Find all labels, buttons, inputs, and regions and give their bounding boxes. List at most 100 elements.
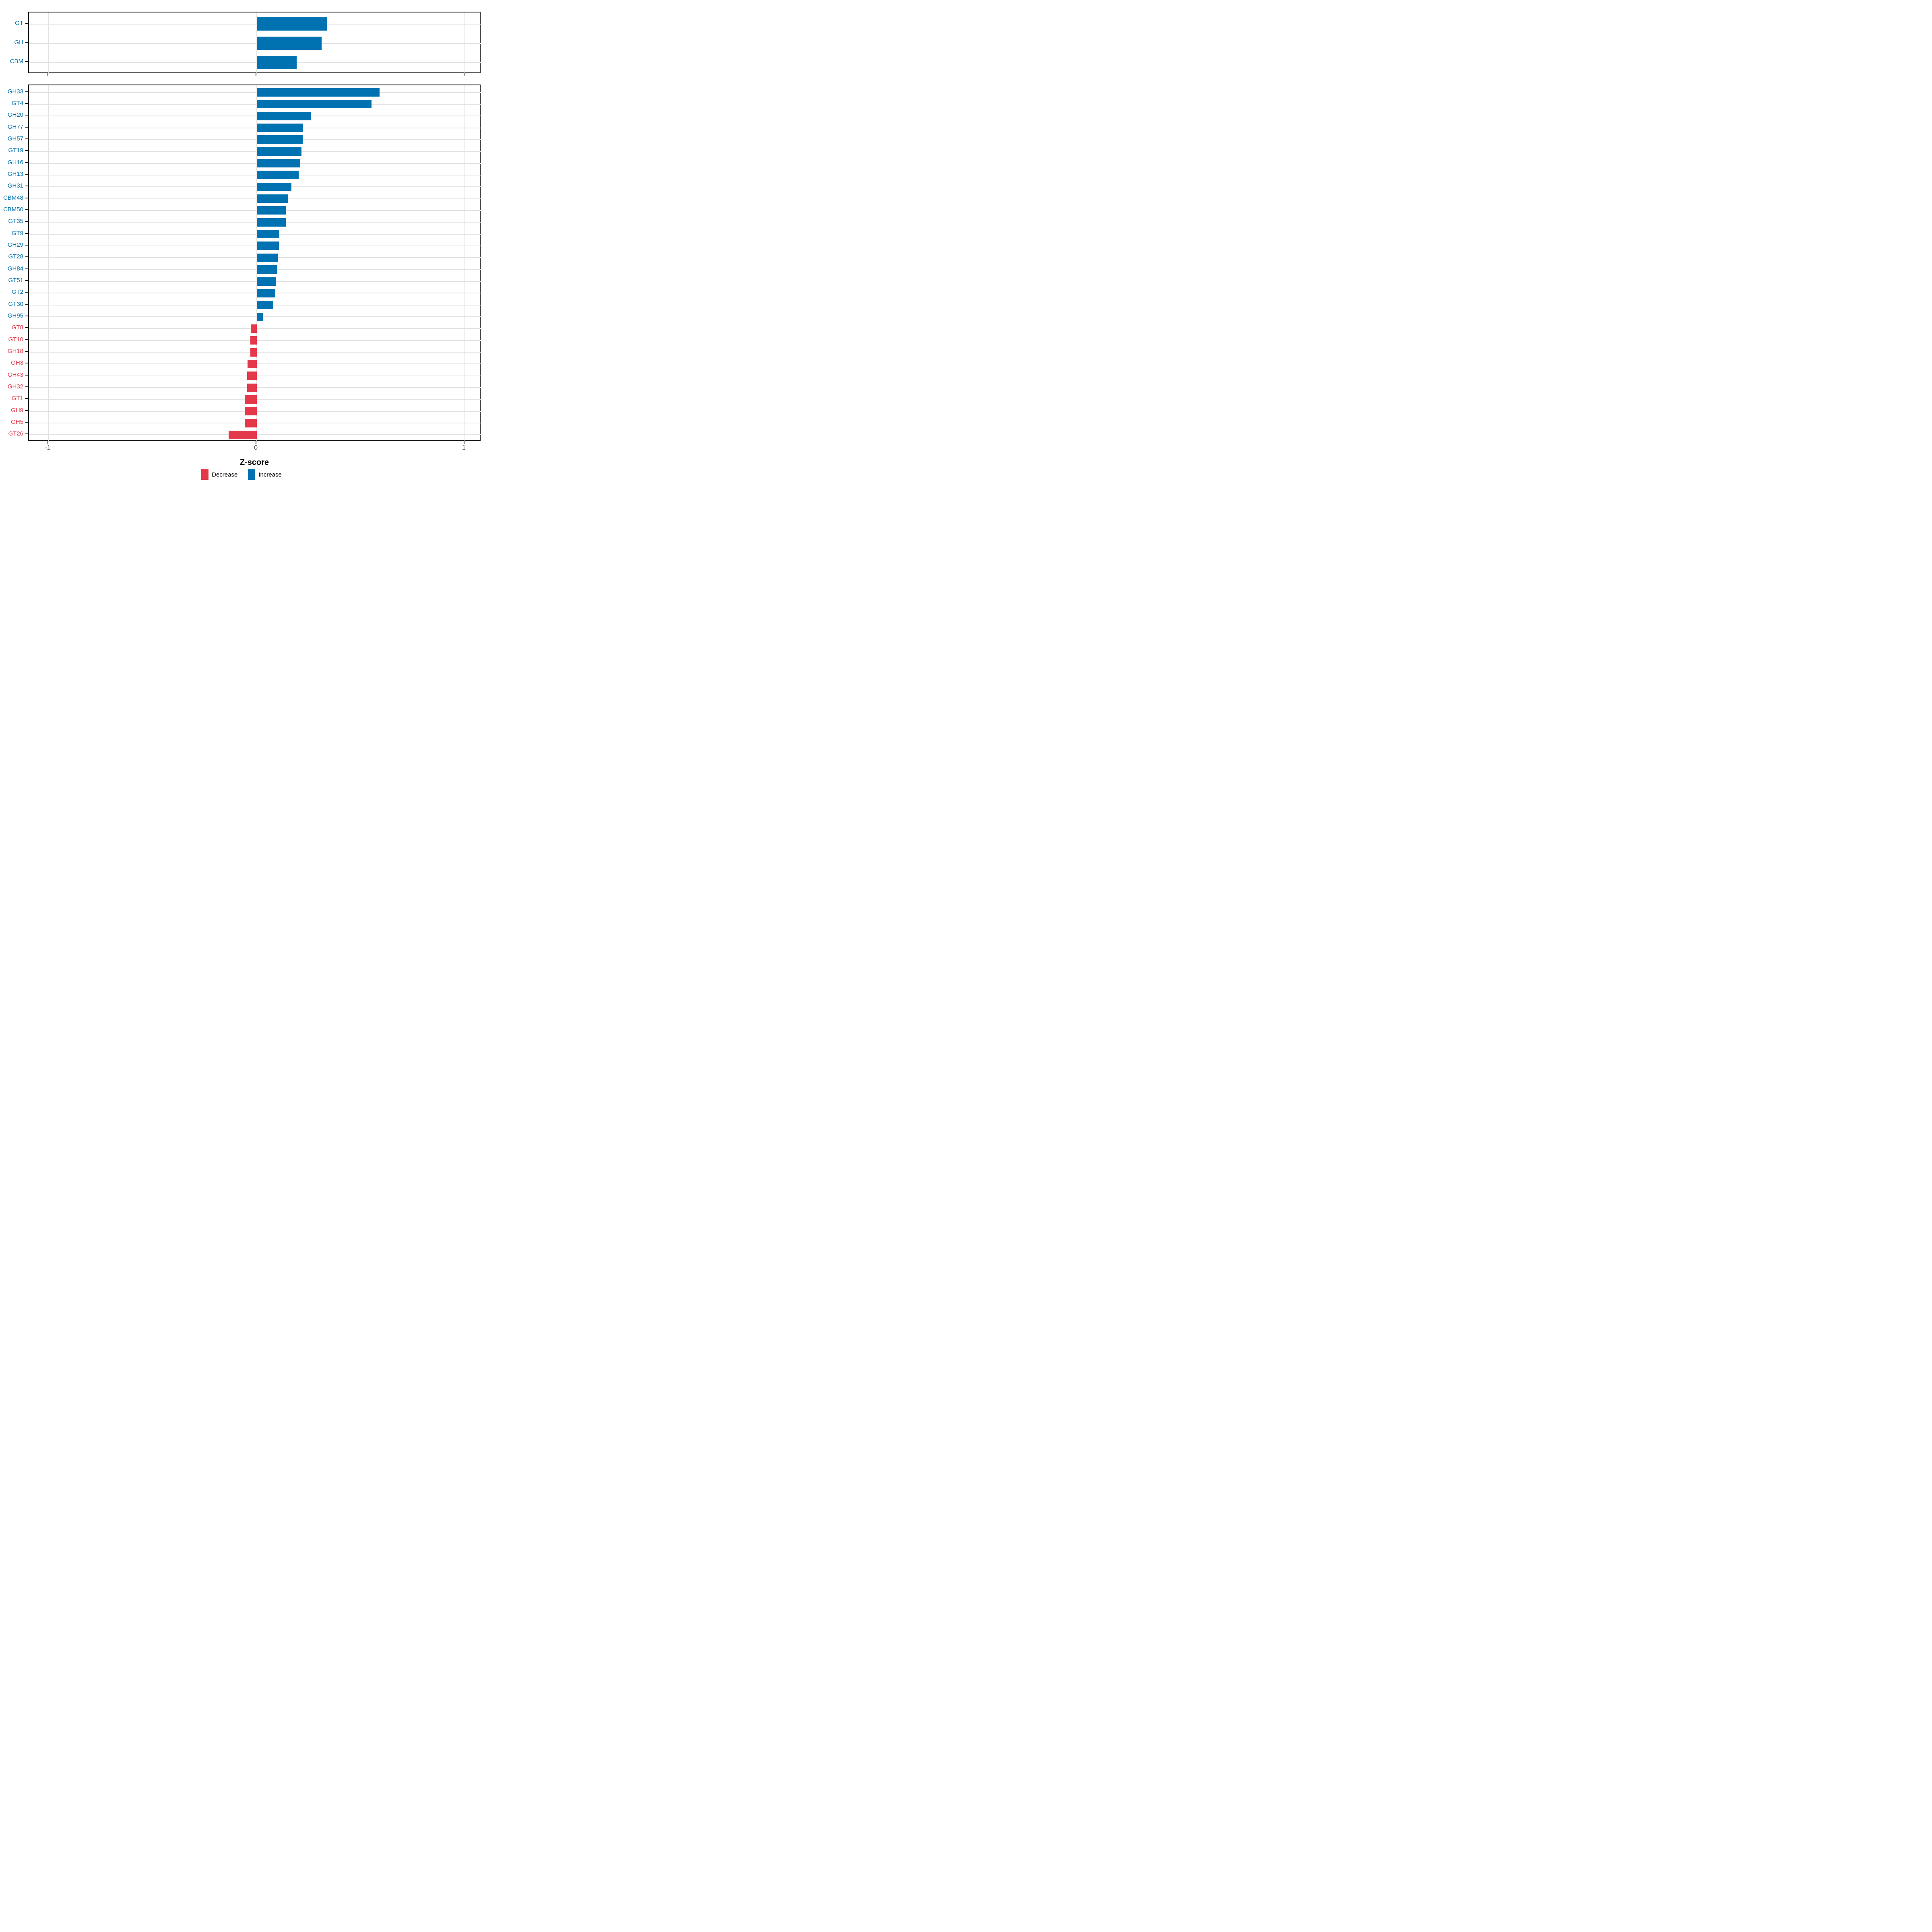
legend: Decrease Increase [0, 469, 483, 480]
h-gridline-GT [29, 23, 481, 25]
x-tick--1 [47, 73, 48, 76]
top-panel-cazyme-classes [28, 12, 481, 74]
bar-GH95 [256, 312, 263, 321]
y-axis-label-GH43: GH43 [7, 371, 23, 378]
bar-GH3 [247, 359, 257, 368]
y-axis-label-GH33: GH33 [7, 88, 23, 95]
h-gridline-GH95 [29, 316, 481, 318]
y-tick-GT30 [25, 303, 28, 305]
bar-GH33 [256, 88, 380, 97]
bar-GT2 [256, 289, 276, 297]
y-tick-GH43 [25, 374, 28, 376]
h-gridline-GH [29, 43, 481, 44]
y-axis-label-GT26: GT26 [8, 430, 23, 438]
y-tick-GT8 [25, 327, 28, 328]
y-axis-label-GH95: GH95 [7, 312, 23, 320]
v-gridline--1 [48, 85, 49, 442]
y-axis-label-GT19: GT19 [8, 147, 23, 154]
y-tick-GT1 [25, 398, 28, 399]
y-axis-label-GT: GT [15, 19, 23, 27]
y-axis-label-GT1: GT1 [11, 395, 23, 402]
bar-GT4 [256, 100, 372, 109]
bar-GT9 [256, 230, 280, 239]
bar-GH29 [256, 242, 279, 250]
y-axis-label-GT4: GT4 [11, 99, 23, 107]
h-gridline-GT28 [29, 257, 481, 258]
y-tick-GT26 [25, 433, 28, 435]
legend-label-decrease: Decrease [212, 471, 238, 478]
y-axis-label-CBM50: CBM50 [3, 206, 23, 213]
h-gridline-GH84 [29, 269, 481, 270]
y-tick-GH33 [25, 91, 28, 92]
bar-GT [256, 17, 328, 31]
y-tick-GT [25, 23, 28, 24]
y-axis-label-GT8: GT8 [11, 324, 23, 331]
bar-GH9 [244, 407, 257, 416]
h-gridline-GT9 [29, 233, 481, 235]
bar-CBM50 [256, 206, 286, 215]
y-tick-GH18 [25, 351, 28, 352]
x-tick-label--1: -1 [45, 444, 51, 451]
y-tick-GH57 [25, 138, 28, 139]
h-gridline-GT51 [29, 281, 481, 282]
bar-GT19 [256, 147, 302, 156]
bar-GH18 [250, 348, 257, 357]
y-axis-label-GT9: GT9 [11, 229, 23, 237]
bar-GH31 [256, 182, 292, 191]
bar-GT1 [245, 395, 257, 404]
y-tick-GH29 [25, 244, 28, 246]
bar-GT30 [256, 301, 274, 310]
y-axis-label-GT35: GT35 [8, 218, 23, 225]
y-axis-label-GH5: GH5 [11, 419, 23, 426]
bar-GT10 [250, 336, 257, 345]
y-axis-label-CBM: CBM [10, 58, 23, 65]
y-tick-GH5 [25, 422, 28, 423]
bar-GH57 [256, 135, 303, 144]
y-axis-label-GH29: GH29 [7, 241, 23, 248]
bar-CBM [256, 56, 297, 69]
y-axis-label-GH32: GH32 [7, 383, 23, 390]
bar-GH32 [247, 383, 257, 392]
y-axis-label-GT10: GT10 [8, 336, 23, 343]
v-gridline-1 [464, 85, 465, 442]
y-axis-label-GH: GH [14, 39, 24, 46]
y-axis-label-GH18: GH18 [7, 348, 23, 355]
bar-GT28 [256, 253, 278, 262]
bar-GH43 [247, 372, 257, 380]
y-tick-GT2 [25, 292, 28, 293]
bar-GT35 [256, 218, 286, 227]
y-tick-GT51 [25, 280, 28, 281]
y-axis-label-GH84: GH84 [7, 265, 23, 272]
bar-GH84 [256, 265, 277, 274]
y-axis-label-GH20: GH20 [7, 111, 23, 119]
h-gridline-GH31 [29, 186, 481, 188]
bar-GT8 [250, 324, 257, 333]
legend-label-increase: Increase [258, 471, 282, 478]
bar-GT51 [256, 277, 276, 286]
x-tick-label-1: 1 [462, 444, 466, 451]
x-tick--1 [47, 441, 48, 444]
y-axis-label-CBM48: CBM48 [3, 194, 23, 201]
h-gridline-CBM [29, 62, 481, 63]
legend-item-increase: Increase [248, 469, 282, 480]
bar-GH5 [244, 419, 257, 427]
legend-item-decrease: Decrease [201, 469, 237, 480]
y-axis-label-GH9: GH9 [11, 407, 23, 414]
h-gridline-GH16 [29, 163, 481, 164]
y-axis-label-GH77: GH77 [7, 123, 23, 130]
h-gridline-GT4 [29, 103, 481, 105]
y-axis-label-GH13: GH13 [7, 170, 23, 178]
y-tick-GT28 [25, 256, 28, 258]
increase-color-swatch [248, 469, 256, 480]
y-axis-label-GH31: GH31 [7, 182, 23, 190]
h-gridline-GT19 [29, 151, 481, 152]
h-gridline-GH33 [29, 92, 481, 93]
bar-GH [256, 37, 322, 50]
y-tick-GH [25, 42, 28, 43]
y-axis-label-GH16: GH16 [7, 159, 23, 166]
y-tick-GH32 [25, 386, 28, 388]
y-tick-GH9 [25, 410, 28, 411]
y-axis-label-GH57: GH57 [7, 135, 23, 142]
y-tick-CBM [25, 61, 28, 62]
y-tick-GT19 [25, 150, 28, 151]
